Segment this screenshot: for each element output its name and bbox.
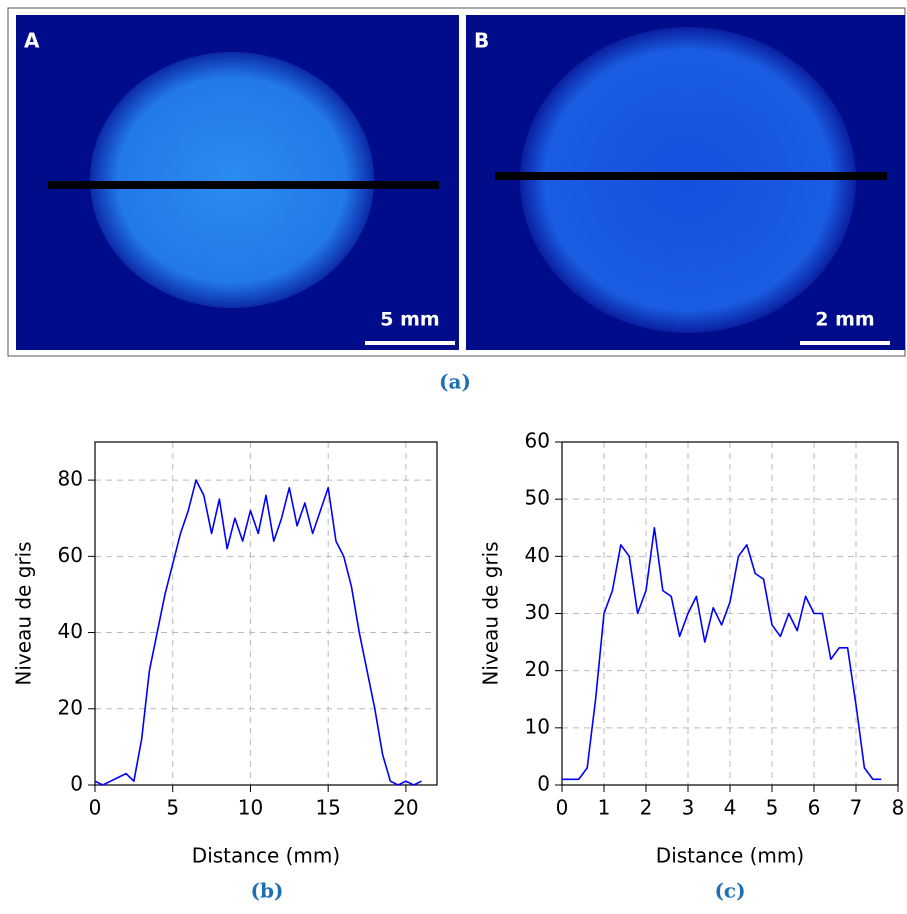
x-tick-label: 2 — [640, 796, 653, 820]
panel-letter: B — [474, 29, 489, 53]
x-tick-label: 7 — [850, 796, 863, 820]
x-tick-label: 15 — [315, 796, 340, 820]
x-axis-label: Distance (mm) — [656, 844, 804, 868]
x-tick-label: 4 — [724, 796, 737, 820]
x-tick-label: 10 — [238, 796, 263, 820]
caption: (c) — [714, 879, 745, 903]
panel-letter: A — [24, 29, 40, 53]
y-tick-label: 50 — [525, 486, 550, 510]
y-tick-label: 40 — [58, 619, 83, 643]
y-tick-label: 10 — [525, 714, 550, 738]
beam-spot — [90, 52, 374, 308]
y-tick-label: 20 — [525, 657, 550, 681]
y-tick-label: 60 — [58, 543, 83, 567]
plot-frame — [561, 441, 899, 786]
x-tick-label: 1 — [598, 796, 611, 820]
y-axis-label: Niveau de gris — [12, 541, 36, 685]
caption: (a) — [439, 370, 471, 394]
x-axis-label: Distance (mm) — [192, 844, 340, 868]
x-tick-label: 3 — [682, 796, 695, 820]
y-tick-label: 60 — [525, 429, 550, 453]
y-axis-label: Niveau de gris — [479, 541, 503, 685]
x-tick-label: 0 — [89, 796, 102, 820]
profile-line — [562, 526, 882, 781]
y-tick-label: 30 — [525, 600, 550, 624]
y-tick-label: 80 — [58, 467, 83, 491]
x-tick-label: 20 — [393, 796, 418, 820]
y-tick-label: 0 — [537, 772, 550, 796]
x-tick-label: 5 — [766, 796, 779, 820]
y-tick-label: 20 — [58, 695, 83, 719]
x-tick-label: 6 — [808, 796, 821, 820]
profile-line — [94, 479, 422, 786]
plot-frame — [94, 441, 438, 786]
scale-label: 2 mm — [815, 309, 874, 331]
y-tick-label: 0 — [70, 772, 83, 796]
x-tick-label: 5 — [166, 796, 179, 820]
x-tick-label: 0 — [556, 796, 569, 820]
caption: (b) — [251, 879, 284, 903]
x-tick-label: 8 — [892, 796, 905, 820]
scale-label: 5 mm — [380, 309, 439, 331]
y-tick-label: 40 — [525, 543, 550, 567]
